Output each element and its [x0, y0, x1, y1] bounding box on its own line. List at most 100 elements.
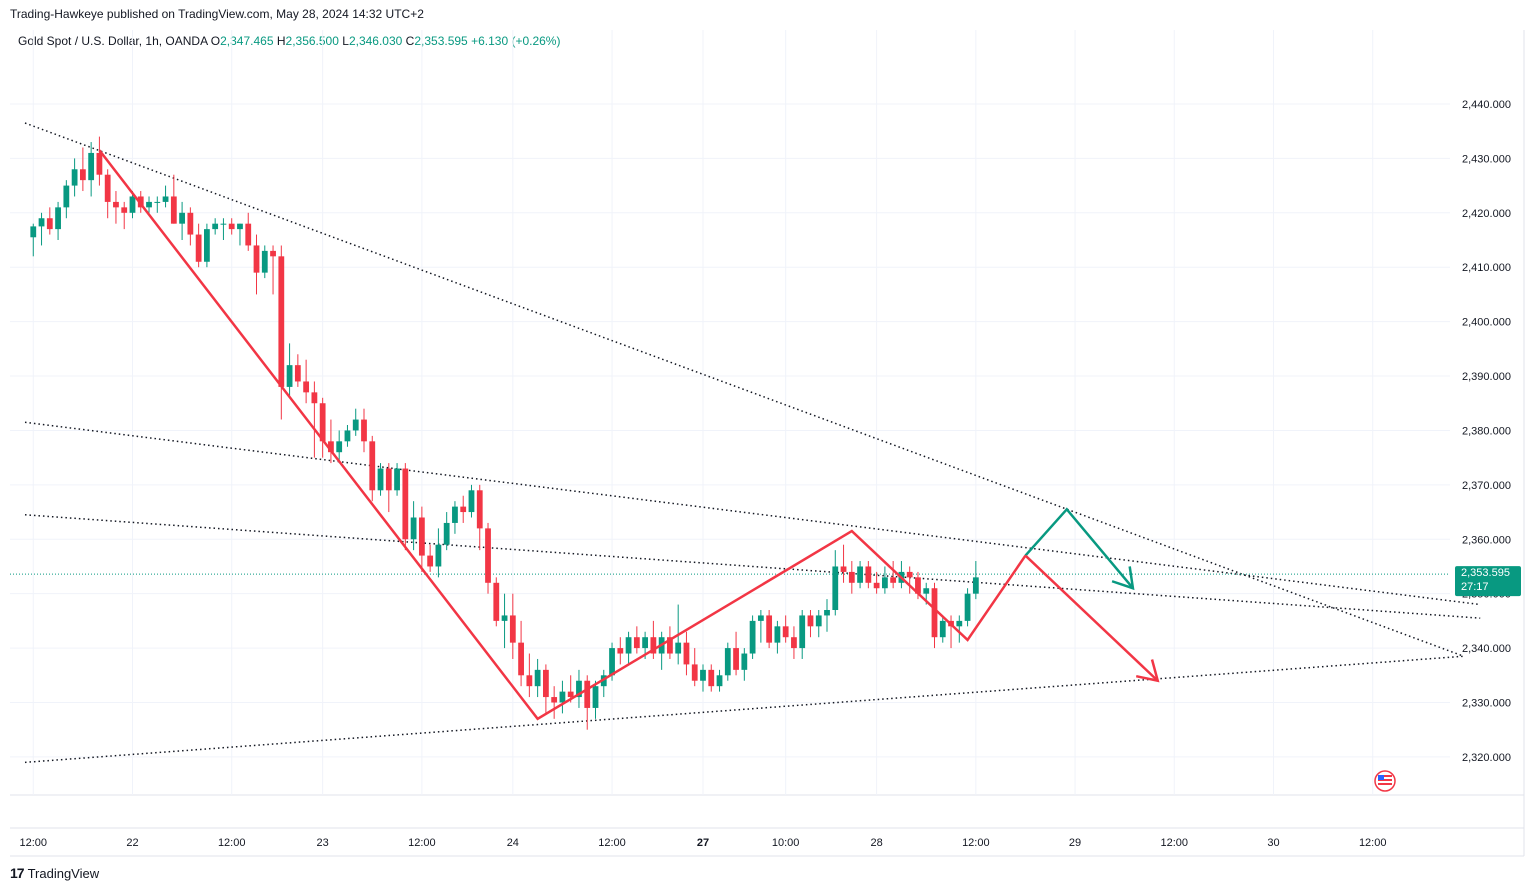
time-tick-label: 10:00 [772, 837, 800, 849]
candle [559, 680, 566, 714]
trendlines [10, 122, 1481, 764]
candle [782, 615, 789, 643]
price-tick-label: 2,420.000 [1462, 208, 1511, 220]
change-value: +6.130 (+0.26%) [471, 34, 561, 48]
candle [526, 653, 533, 698]
candle [807, 610, 814, 638]
time-tick-label: 29 [1069, 837, 1081, 849]
candle [485, 522, 491, 594]
candle [650, 620, 657, 659]
symbol-name: Gold Spot / U.S. Dollar, 1h, OANDA [18, 34, 208, 48]
candle [576, 669, 582, 708]
candle [551, 686, 558, 719]
candle [700, 664, 706, 692]
candle [46, 207, 53, 235]
candle [369, 435, 376, 502]
open-value: 2,347.465 [220, 34, 274, 48]
candle [104, 169, 111, 219]
candle [964, 588, 971, 627]
price-tick-label: 2,440.000 [1462, 99, 1511, 111]
candle [873, 571, 880, 594]
time-tick-label: 28 [870, 837, 882, 849]
candle [385, 463, 392, 513]
candle [336, 430, 343, 464]
candle [418, 506, 425, 572]
time-tick-label: 12:00 [20, 837, 48, 849]
candle [600, 669, 607, 698]
trendline [24, 514, 1481, 619]
candle [501, 593, 508, 649]
last-price-value: 2,353.595 [1461, 567, 1510, 579]
price-tick-label: 2,320.000 [1462, 752, 1511, 764]
candle [96, 136, 103, 186]
candle [815, 610, 822, 638]
candle [931, 582, 938, 649]
candle [154, 196, 161, 213]
close-value: 2,353.595 [414, 34, 468, 48]
candle [71, 158, 78, 197]
candle [857, 561, 863, 589]
publisher-header: Trading-Hawkeye published on TradingView… [10, 7, 424, 21]
candle [38, 212, 45, 246]
candle [534, 658, 541, 698]
time-tick-label: 30 [1267, 837, 1279, 849]
candle [890, 561, 897, 589]
time-tick-label: 12:00 [962, 837, 990, 849]
price-tick-label: 2,380.000 [1462, 425, 1511, 437]
symbol-legend: Gold Spot / U.S. Dollar, 1h, OANDA O2,34… [18, 34, 560, 48]
candle [237, 223, 243, 246]
candle [228, 218, 235, 235]
candle [121, 201, 128, 230]
tradingview-footer[interactable]: 17 TradingView [10, 865, 99, 881]
candle [509, 593, 516, 659]
candle [939, 615, 946, 643]
price-axis[interactable]: 2,440.000 2,430.000 2,420.000 2,410.000 2,40… [1462, 99, 1511, 764]
last-price-countdown: 27:17 [1461, 581, 1489, 593]
price-tick-label: 2,390.000 [1462, 371, 1511, 383]
candle [543, 664, 549, 714]
candle [724, 642, 731, 681]
price-tick-label: 2,370.000 [1462, 480, 1511, 492]
candle [361, 408, 367, 453]
trendline [24, 655, 1464, 764]
candle [187, 207, 194, 246]
candle [410, 501, 417, 551]
projection-up-line [1024, 507, 1134, 590]
footer-brand: TradingView [27, 865, 100, 881]
candle [774, 620, 781, 654]
candle [220, 218, 227, 240]
time-tick-label: 22 [126, 837, 138, 849]
flag-icon[interactable] [1374, 770, 1396, 792]
price-tick-label: 2,360.000 [1462, 534, 1511, 546]
candle [352, 408, 359, 436]
zigzag-line [98, 149, 1027, 721]
candle [30, 223, 37, 257]
candle [212, 218, 219, 235]
candle [162, 185, 169, 208]
candle [303, 359, 310, 404]
time-axis[interactable]: 12:00 22 12:00 23 12:00 24 12:00 27 10:00 28 12:00… [20, 837, 1387, 849]
candle [625, 631, 632, 665]
price-tick-label: 2,410.000 [1462, 262, 1511, 274]
candle [757, 610, 764, 643]
candle [617, 637, 624, 665]
candle [633, 626, 640, 654]
candle [328, 419, 334, 464]
time-tick-label: 12:00 [218, 837, 246, 849]
candle [592, 680, 599, 719]
candle [518, 620, 524, 687]
candle [749, 615, 756, 659]
projection-down-arrowhead [1135, 659, 1160, 683]
candle [493, 577, 500, 627]
candle [435, 528, 442, 578]
open-label: O [210, 34, 221, 48]
candle [716, 669, 723, 692]
candle [691, 648, 698, 687]
candle [452, 501, 458, 534]
time-tick-label: 12:00 [408, 837, 436, 849]
candle [824, 599, 830, 632]
candle [245, 212, 252, 251]
high-label: H [276, 34, 286, 48]
candle [88, 142, 95, 197]
